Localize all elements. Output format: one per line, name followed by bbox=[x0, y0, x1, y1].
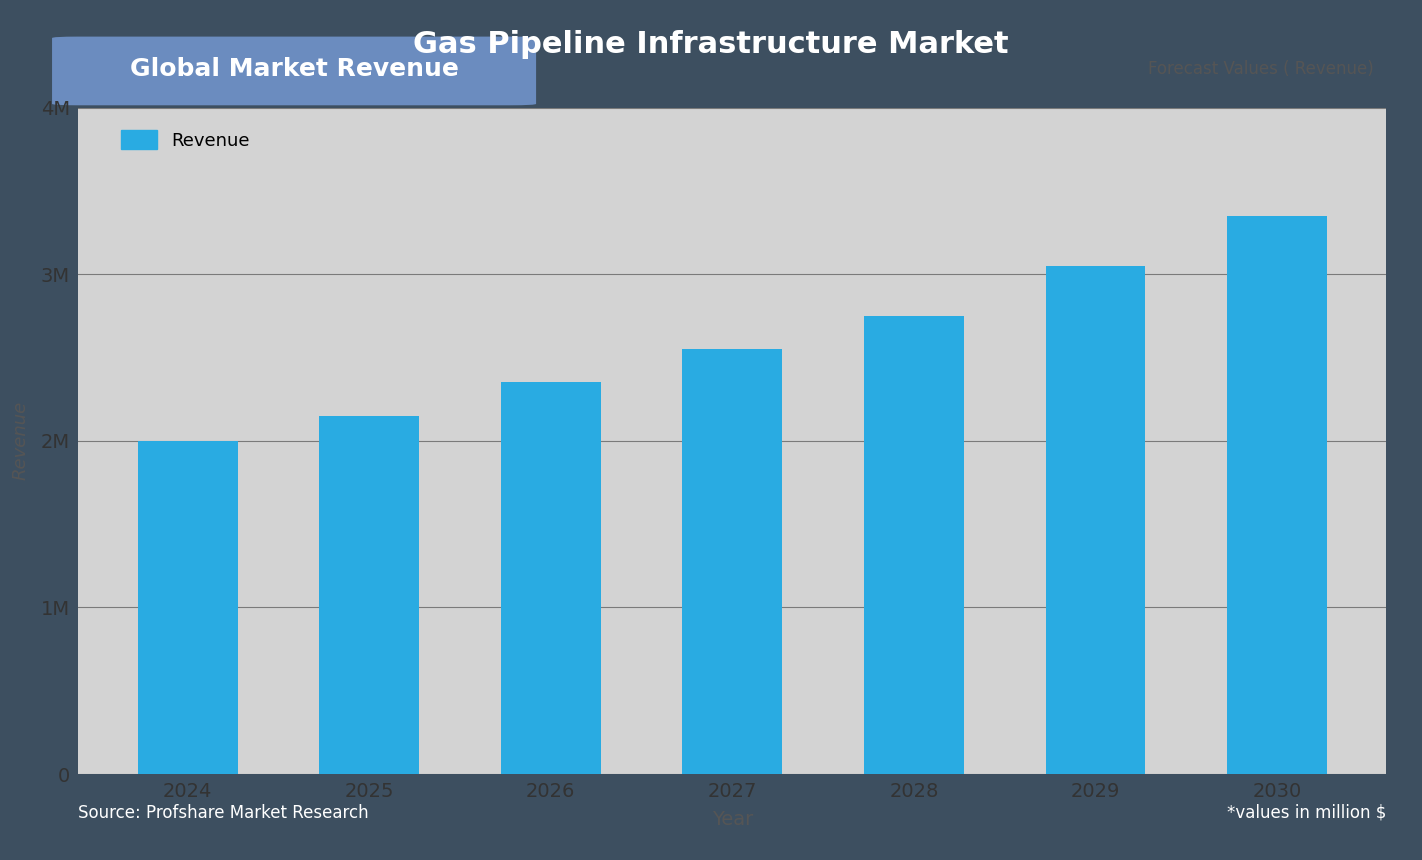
Bar bbox=[320, 415, 419, 774]
Text: Forecast Values ( Revenue): Forecast Values ( Revenue) bbox=[1148, 60, 1374, 78]
FancyBboxPatch shape bbox=[53, 37, 536, 105]
Bar bbox=[683, 349, 782, 774]
Text: Source: Profshare Market Research: Source: Profshare Market Research bbox=[78, 804, 368, 821]
Bar bbox=[1045, 266, 1145, 774]
Bar bbox=[865, 316, 964, 774]
Text: Global Market Revenue: Global Market Revenue bbox=[129, 58, 458, 82]
Text: *values in million $: *values in million $ bbox=[1227, 804, 1386, 821]
X-axis label: Year: Year bbox=[711, 809, 754, 829]
Bar bbox=[501, 383, 600, 774]
Bar bbox=[1227, 216, 1327, 774]
Y-axis label: Revenue: Revenue bbox=[11, 401, 30, 481]
Bar bbox=[138, 440, 237, 774]
Legend: Revenue: Revenue bbox=[114, 123, 257, 157]
Text: Gas Pipeline Infrastructure Market: Gas Pipeline Infrastructure Market bbox=[414, 30, 1008, 59]
